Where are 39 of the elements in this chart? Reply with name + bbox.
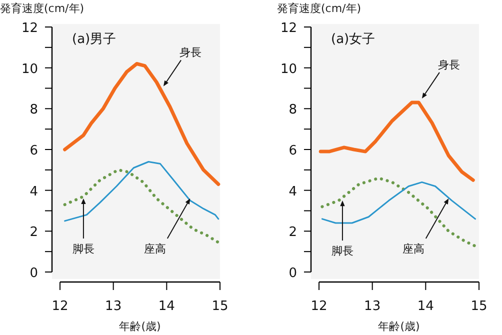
x-axis-title: 年齢(歳)	[119, 320, 161, 333]
annotation: 脚長	[331, 244, 354, 258]
line-series	[63, 168, 222, 245]
x-tick-label: 13	[105, 299, 122, 314]
y-tick-label: 0	[288, 266, 297, 281]
line-series	[64, 161, 220, 222]
x-tick-label: 14	[158, 299, 175, 314]
y-tick-label: 10	[280, 62, 297, 77]
line-series	[321, 181, 476, 224]
x-axis-title: 年齢(歳)	[378, 320, 420, 333]
y-axis-title: 発育速度(cm/年)	[0, 2, 84, 15]
y-tick-label: 12	[280, 21, 297, 36]
y-tick-label: 6	[288, 144, 297, 158]
annotation: 身長	[179, 46, 202, 60]
y-tick-label: 10	[21, 62, 38, 77]
annotation: 脚長	[72, 242, 94, 256]
x-tick-label: 14	[417, 299, 434, 314]
annotation: 座高	[402, 242, 425, 256]
y-tick-label: 2	[30, 225, 38, 240]
annotation: 身長	[438, 58, 460, 72]
chart-title: (a)女子	[331, 32, 376, 47]
x-tick-label: 15	[470, 299, 488, 314]
chart-title: (a)男子	[72, 32, 116, 47]
x-tick-label: 12	[310, 299, 328, 314]
x-tick-label: 13	[364, 299, 381, 314]
line-series	[318, 100, 475, 182]
y-tick-label: 0	[30, 266, 38, 281]
x-tick-label: 12	[52, 299, 68, 314]
y-tick-label: 6	[30, 144, 38, 158]
y-axis-title: 発育速度(cm/年)	[277, 2, 362, 15]
y-tick-label: 8	[288, 102, 297, 118]
y-tick-label: 8	[30, 102, 38, 118]
x-tick-label: 15	[212, 299, 228, 314]
annotation: 座高	[144, 242, 166, 256]
y-tick-label: 12	[21, 21, 38, 36]
line-series	[63, 62, 220, 186]
y-tick-label: 4	[30, 184, 38, 200]
y-tick-label: 2	[288, 225, 297, 240]
y-tick-label: 4	[288, 184, 297, 200]
